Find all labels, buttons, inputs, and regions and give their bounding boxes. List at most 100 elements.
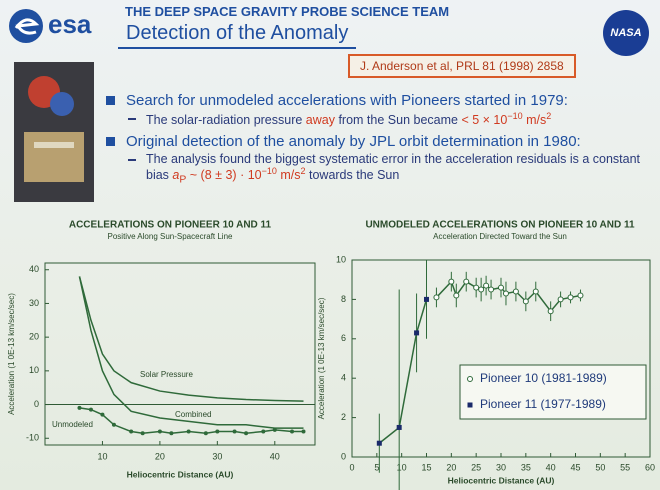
series-line: [378, 299, 428, 444]
marker: [577, 292, 584, 299]
x-tick-label: 0: [349, 462, 354, 472]
marker: [290, 429, 295, 434]
y-tick-label: 0: [34, 399, 39, 409]
marker: [414, 330, 420, 336]
x-tick-label: 60: [645, 462, 655, 472]
marker: [261, 429, 266, 434]
marker: [478, 286, 485, 293]
marker: [483, 282, 490, 289]
esa-logo: esa: [48, 9, 92, 39]
y-tick-label: 4: [341, 373, 346, 383]
marker: [169, 431, 174, 436]
x-tick-label: 5: [374, 462, 379, 472]
series-label: Solar Pressure: [140, 370, 193, 379]
marker: [232, 429, 237, 434]
y-axis-label: Acceleration (1 0E-13 km/sec/sec): [7, 293, 16, 415]
x-tick-label: 50: [595, 462, 605, 472]
marker: [186, 429, 191, 434]
y-tick-label: 0: [341, 451, 346, 461]
bullet-list: Search for unmodeled accelerations with …: [104, 92, 654, 192]
marker: [424, 296, 429, 302]
plot-frame: [44, 262, 316, 446]
y-tick-label: 30: [29, 298, 39, 308]
team-name: THE DEEP SPACE GRAVITY PROBE SCIENCE TEA…: [125, 4, 450, 19]
y-tick-label: 20: [29, 332, 39, 342]
x-axis-label: Heliocentric Distance (AU): [127, 469, 234, 479]
marker: [433, 294, 440, 301]
marker: [467, 376, 473, 382]
marker: [488, 286, 495, 293]
chart-subtitle: Acceleration Directed Toward the Sun: [433, 232, 567, 241]
marker: [512, 288, 519, 295]
marker: [272, 427, 277, 432]
marker: [567, 294, 574, 301]
reference: J. Anderson et al, PRL 81 (1998) 2858: [348, 54, 576, 78]
y-tick-label: 8: [341, 294, 346, 304]
marker: [129, 429, 134, 434]
y-tick-label: 40: [29, 264, 39, 274]
nasa-logo: NASA: [603, 10, 649, 56]
x-axis-label: Heliocentric Distance (AU): [448, 475, 555, 485]
x-tick-label: 45: [570, 462, 580, 472]
marker: [88, 407, 93, 412]
x-tick-label: 15: [421, 462, 431, 472]
y-tick-label: -10: [26, 433, 39, 443]
chart-subtitle: Positive Along Sun-Spacecraft Line: [108, 232, 234, 241]
bullet: Search for unmodeled accelerations with …: [106, 92, 654, 109]
marker: [140, 431, 145, 436]
x-tick-label: 55: [620, 462, 630, 472]
marker: [498, 284, 504, 291]
x-tick-label: 10: [97, 451, 107, 461]
series-label: Combined: [175, 410, 211, 419]
marker: [203, 431, 208, 436]
marker: [396, 424, 402, 430]
marker: [463, 278, 470, 285]
marker: [215, 429, 220, 434]
marker: [77, 405, 82, 410]
bullet: Original detection of the anomaly by JPL…: [106, 133, 654, 150]
legend-label: Pioneer 10 (1981-1989): [480, 371, 607, 385]
legend-label: Pioneer 11 (1977-1989): [480, 397, 606, 411]
y-axis-label: Acceleration (1 0E-13 km/sec/sec): [317, 297, 326, 419]
esa-emblem: [9, 9, 43, 43]
chart-title: UNMODELED ACCELERATIONS ON PIONEER 10 AN…: [365, 220, 635, 231]
x-tick-label: 10: [397, 462, 407, 472]
marker: [532, 288, 539, 295]
sub-bullet: The analysis found the biggest systemati…: [128, 152, 654, 186]
marker: [100, 412, 105, 417]
x-tick-label: 20: [155, 451, 165, 461]
marker: [522, 298, 529, 305]
pioneer-photo: [14, 62, 94, 202]
marker: [448, 278, 455, 285]
series-label: Unmodeled: [52, 420, 93, 429]
y-tick-label: 2: [341, 412, 346, 422]
sub-bullet: The solar-radiation pressure away from t…: [128, 111, 654, 127]
y-tick-label: 10: [29, 365, 39, 375]
marker: [557, 296, 564, 303]
x-tick-label: 20: [446, 462, 456, 472]
marker: [157, 429, 162, 434]
x-tick-label: 30: [212, 451, 222, 461]
y-tick-label: 10: [336, 254, 346, 264]
marker: [502, 290, 509, 297]
legend-box: [459, 364, 647, 420]
charts: ACCELERATIONS ON PIONEER 10 AND 11Positi…: [7, 220, 655, 490]
x-tick-label: 25: [471, 462, 481, 472]
x-tick-label: 40: [546, 462, 556, 472]
series-line: [78, 276, 304, 429]
marker: [376, 440, 382, 446]
marker: [301, 429, 306, 434]
x-tick-label: 40: [270, 451, 280, 461]
slide-title: Detection of the Anomaly: [118, 22, 357, 49]
x-tick-label: 30: [496, 462, 506, 472]
marker: [453, 292, 460, 299]
y-tick-label: 6: [341, 333, 346, 343]
marker: [111, 422, 116, 427]
marker: [473, 284, 480, 291]
chart-title: ACCELERATIONS ON PIONEER 10 AND 11: [69, 220, 272, 231]
marker: [244, 431, 249, 436]
x-tick-label: 35: [521, 462, 531, 472]
marker: [547, 308, 554, 315]
series-line: [78, 276, 304, 402]
